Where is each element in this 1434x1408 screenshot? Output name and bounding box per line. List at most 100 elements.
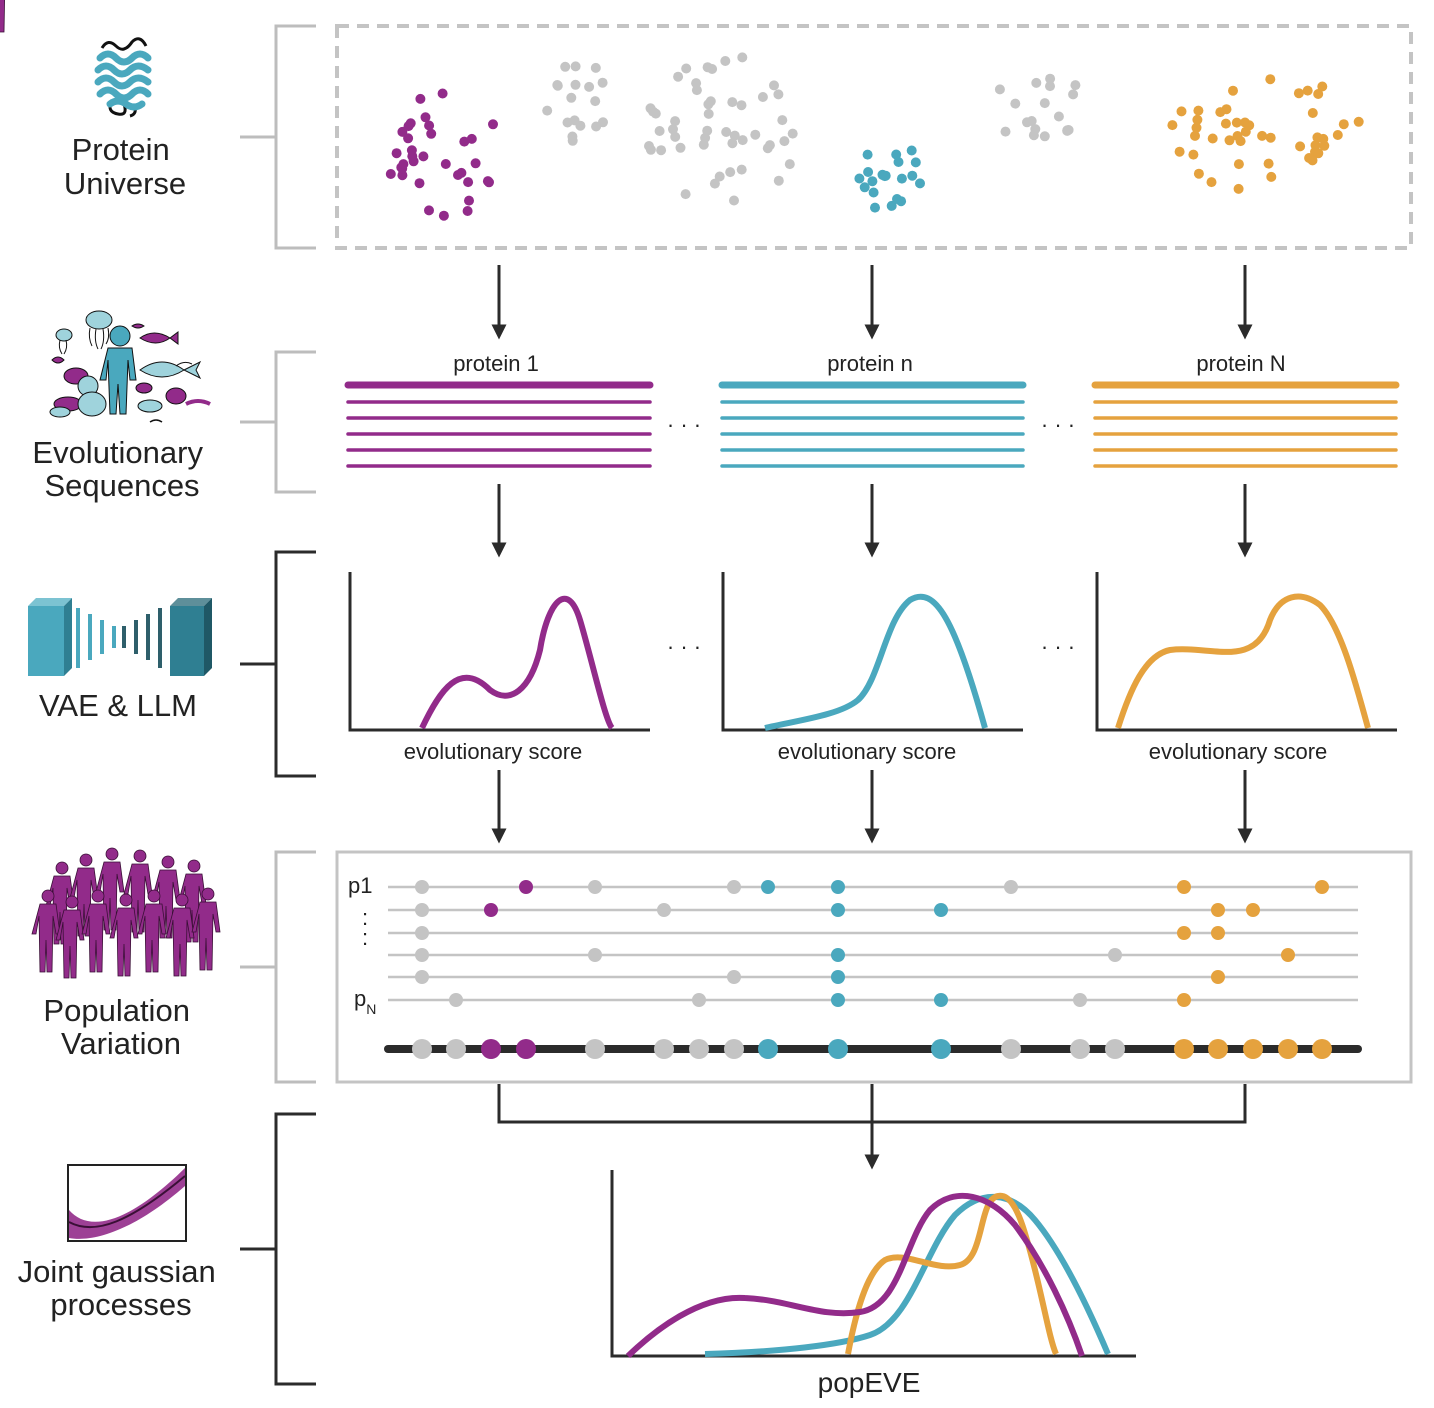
scatter-point: [1045, 81, 1055, 92]
score-axes-protein-N: [1095, 572, 1397, 732]
scatter-point: [1206, 177, 1217, 188]
stage-label-protein-universe-line1: Protein: [72, 132, 170, 167]
aggregated-variant-dot: [654, 1039, 674, 1059]
scatter-point: [1062, 125, 1073, 136]
scatter-point: [1338, 119, 1349, 130]
population-variant-dot: [415, 903, 429, 917]
aggregated-variant-dot: [1070, 1039, 1090, 1059]
scatter-point: [1068, 89, 1079, 100]
protein-N-label: protein N: [1196, 351, 1285, 376]
scatter-point: [1307, 108, 1318, 118]
scatter-point: [1228, 85, 1238, 96]
scatter-point: [896, 196, 907, 207]
scatter-point: [1031, 77, 1042, 88]
population-variant-dot: [1177, 993, 1191, 1007]
population-variant-dot: [484, 903, 498, 917]
population-variant-dot: [934, 993, 948, 1007]
scatter-point: [420, 112, 431, 123]
stage-label-population-variation: Population Variation: [43, 993, 198, 1061]
scatter-point: [1263, 158, 1274, 169]
scatter-point: [870, 202, 880, 213]
population-variant-dot: [1177, 926, 1191, 940]
scatter-point: [542, 105, 553, 116]
aggregated-variant-dot: [1105, 1039, 1125, 1059]
scatter-point: [1265, 74, 1276, 85]
scatter-point: [397, 126, 408, 137]
scatter-point: [590, 62, 601, 73]
scatter-point: [1304, 153, 1315, 163]
population-variant-dot: [415, 880, 429, 894]
scatter-point: [1039, 131, 1050, 142]
population-vertical-dots: : :: [362, 905, 368, 950]
population-variant-dot: [1073, 993, 1087, 1007]
scatter-point: [668, 124, 678, 135]
stage-label-evolutionary-sequences-line1: Evolutionary: [32, 435, 203, 470]
scatter-point: [424, 120, 435, 131]
population-variant-dot: [934, 903, 948, 917]
scatter-point: [453, 170, 463, 180]
population-row-label-last-base: p: [354, 986, 366, 1011]
scatter-point: [700, 132, 711, 143]
stage-label-evolutionary-sequences: Evolutionary Sequences: [32, 435, 211, 503]
population-variation-box: [335, 850, 1413, 1084]
scatter-point: [415, 93, 426, 104]
population-variant-dot: [727, 970, 741, 984]
stage-label-joint-gp-line1: Joint gaussian: [18, 1254, 216, 1289]
ellipsis-sequences-2: · · ·: [1041, 412, 1075, 437]
population-variant-dot: [727, 880, 741, 894]
scatter-point: [597, 77, 608, 88]
population-variant-dot: [415, 970, 429, 984]
gaussian-process-icon: [67, 1164, 187, 1242]
scatter-point: [867, 176, 878, 187]
stage-label-joint-gp: Joint gaussian processes: [18, 1254, 225, 1322]
stage-label-population-variation-line2: Variation: [61, 1026, 181, 1061]
population-variant-dot: [831, 948, 845, 962]
scatter-point: [1207, 133, 1218, 144]
stage-label-protein-universe: Protein Universe: [64, 132, 186, 201]
scatter-point: [570, 79, 581, 90]
aggregated-variant-dot: [758, 1039, 778, 1059]
scatter-point: [709, 178, 720, 189]
stage-label-evolutionary-sequences-line2: Sequences: [44, 468, 199, 503]
stage-labels: Protein Universe Evolutionary Sequences …: [18, 132, 225, 1322]
score-axis-label-1: evolutionary score: [404, 739, 583, 764]
scatter-point: [896, 173, 907, 184]
population-variant-dot: [588, 948, 602, 962]
scatter-point: [466, 133, 477, 144]
scatter-point: [737, 52, 748, 63]
scatter-point: [893, 157, 904, 167]
stage-label-protein-universe-line2: Universe: [64, 166, 186, 201]
scatter-point: [424, 205, 434, 216]
aggregated-variant-dot: [931, 1039, 951, 1059]
scatter-point: [1053, 111, 1064, 122]
scatter-point: [736, 164, 747, 175]
aggregated-variant-dot: [724, 1039, 744, 1059]
score-axes-protein-n: [721, 572, 1023, 732]
scatter-point: [1313, 148, 1324, 159]
scatter-point: [654, 126, 665, 136]
ellipsis-sequences-1: · · ·: [667, 412, 701, 437]
population-variant-dot: [761, 880, 775, 894]
population-variant-dot: [1281, 948, 1295, 962]
scatter-point: [484, 177, 494, 188]
population-variant-dot: [831, 903, 845, 917]
species-collage-icon: [49, 310, 211, 423]
scatter-point: [787, 128, 798, 139]
scatter-point: [1232, 131, 1243, 141]
scatter-point: [915, 178, 925, 189]
human-population-icon: [0, 0, 221, 979]
scatter-point: [868, 187, 879, 198]
population-variant-dot: [588, 880, 602, 894]
scatter-point: [567, 135, 578, 146]
population-variant-dot: [831, 970, 845, 984]
scatter-point: [1310, 140, 1321, 151]
scatter-point: [566, 92, 577, 103]
scatter-point: [1000, 126, 1011, 137]
scatter-point: [727, 97, 738, 108]
scatter-point: [681, 63, 692, 74]
scatter-point: [750, 129, 761, 140]
scatter-point: [405, 118, 416, 129]
population-variant-dot: [415, 926, 429, 940]
scatter-point: [784, 159, 795, 170]
scatter-point: [705, 96, 716, 107]
